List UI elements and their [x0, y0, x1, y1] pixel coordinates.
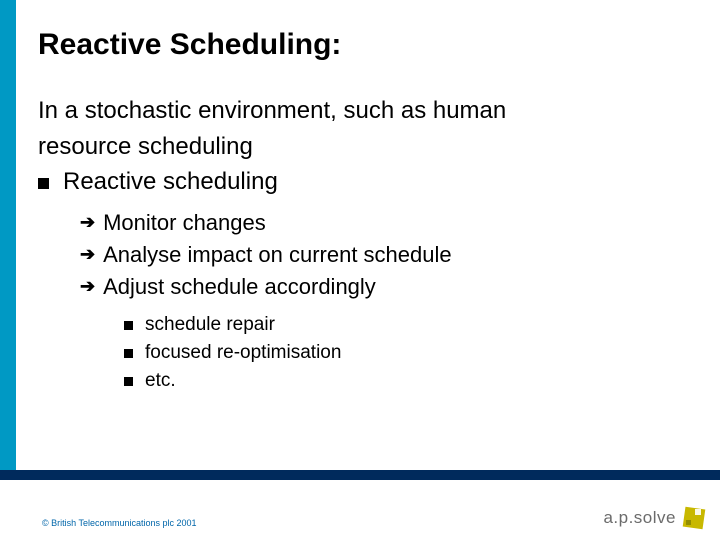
arrow-icon: ➔	[80, 276, 95, 297]
bullet-level1-text: Reactive scheduling	[63, 168, 278, 196]
footer-main: © British Telecommunications plc 2001 a.…	[0, 480, 720, 540]
bullet-level2-text: Monitor changes	[103, 210, 266, 236]
intro-line-1: In a stochastic environment, such as hum…	[38, 96, 702, 126]
slide-footer: © British Telecommunications plc 2001 a.…	[0, 470, 720, 540]
bullet-level2: ➔ Monitor changes	[80, 210, 702, 236]
bullet-level2: ➔ Analyse impact on current schedule	[80, 242, 702, 268]
level2-list: ➔ Monitor changes ➔ Analyse impact on cu…	[80, 210, 702, 300]
bullet-level1: Reactive scheduling	[38, 168, 702, 196]
bullet-level3: etc.	[124, 370, 702, 392]
level3-list: schedule repair focused re-optimisation …	[124, 314, 702, 392]
footer-band	[0, 470, 720, 480]
bullet-level2: ➔ Adjust schedule accordingly	[80, 274, 702, 300]
accent-sidebar	[0, 0, 16, 540]
bullet-level3: focused re-optimisation	[124, 342, 702, 364]
square-bullet-icon	[38, 178, 49, 189]
logo-text: a.p.solve	[603, 508, 676, 528]
slide-content: Reactive Scheduling: In a stochastic env…	[38, 28, 702, 398]
bullet-level2-text: Analyse impact on current schedule	[103, 242, 452, 268]
bullet-level3-text: etc.	[145, 370, 176, 392]
bullet-level3-text: schedule repair	[145, 314, 275, 336]
square-bullet-icon	[124, 377, 133, 386]
square-bullet-icon	[124, 321, 133, 330]
bullet-level3-text: focused re-optimisation	[145, 342, 341, 364]
slide-title: Reactive Scheduling:	[38, 28, 702, 62]
arrow-icon: ➔	[80, 244, 95, 265]
copyright-text: © British Telecommunications plc 2001	[42, 518, 197, 528]
square-bullet-icon	[124, 349, 133, 358]
bullet-level3: schedule repair	[124, 314, 702, 336]
logo-mark-icon	[682, 506, 706, 530]
intro-line-2: resource scheduling	[38, 132, 702, 162]
bullet-level2-text: Adjust schedule accordingly	[103, 274, 376, 300]
arrow-icon: ➔	[80, 212, 95, 233]
company-logo: a.p.solve	[603, 506, 706, 530]
